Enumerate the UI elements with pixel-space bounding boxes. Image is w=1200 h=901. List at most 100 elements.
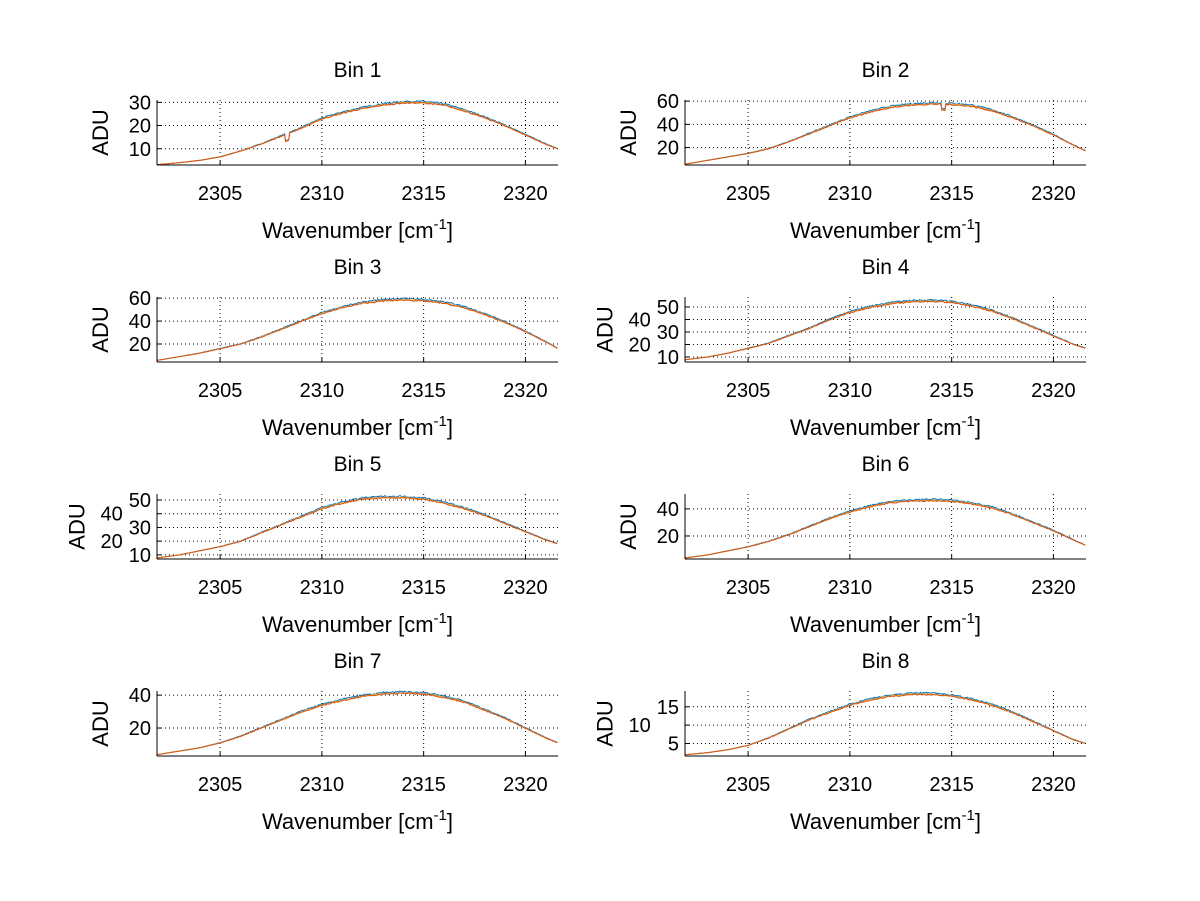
x-axis-label-superscript: -1 <box>962 413 975 430</box>
y-tick-label: 10 <box>629 715 651 737</box>
y-tick-label: 20 <box>657 526 679 548</box>
x-tick-label: 2320 <box>503 380 548 402</box>
subplot-bin-7: 2305 2310 2315 2320 20 40 Bin 7 ADU Wavenumber [… <box>88 650 558 834</box>
y-tick-label: 60 <box>129 288 151 310</box>
x-axis-label-end: ] <box>447 218 453 243</box>
y-tick-label: 30 <box>129 517 151 539</box>
y-tick-label: 10 <box>129 139 151 161</box>
y-axis-label: ADU <box>88 306 113 352</box>
x-axis-label-end: ] <box>975 218 981 243</box>
x-tick-label: 2315 <box>401 183 446 205</box>
data-line-series-3 <box>685 499 1086 559</box>
subplot-bin-6: 2305 2310 2315 2320 20 40 Bin 6 ADU Wavenumber [… <box>616 453 1086 637</box>
y-tick-label: 10 <box>129 545 151 567</box>
x-tick-label: 2320 <box>1031 774 1076 796</box>
subplot-title: Bin 7 <box>334 650 382 673</box>
subplot-title: Bin 6 <box>862 453 910 476</box>
x-axis-label-superscript: -1 <box>434 610 447 627</box>
y-tick-label: 20 <box>129 718 151 740</box>
x-tick-label: 2315 <box>401 380 446 402</box>
x-tick-label: 2310 <box>828 183 873 205</box>
subplot-title: Bin 3 <box>334 256 382 279</box>
y-tick-label: 40 <box>657 114 679 136</box>
x-axis-label: Wavenumber [cm-1] <box>790 413 981 440</box>
x-tick-label: 2320 <box>503 774 548 796</box>
x-tick-label: 2320 <box>503 577 548 599</box>
x-tick-label: 2310 <box>300 577 345 599</box>
x-axis-label-end: ] <box>975 809 981 834</box>
data-line-series-3 <box>157 496 558 559</box>
x-axis-label-superscript: -1 <box>434 216 447 233</box>
x-tick-label: 2305 <box>198 774 243 796</box>
data-line-series-3 <box>685 103 1086 165</box>
x-tick-label: 2320 <box>1031 183 1076 205</box>
x-axis-label: Wavenumber [cm-1] <box>790 610 981 637</box>
subplot-bin-4: 2305 2310 2315 2320 10 20 30 40 50 Bin 4 ADU Wavenu… <box>593 256 1086 440</box>
x-tick-label: 2315 <box>401 577 446 599</box>
subplot-title: Bin 2 <box>862 59 910 82</box>
y-axis-label: ADU <box>593 306 618 352</box>
x-tick-label: 2310 <box>300 380 345 402</box>
x-tick-label: 2310 <box>300 183 345 205</box>
y-tick-label: 40 <box>101 504 123 526</box>
x-axis-label-superscript: -1 <box>962 610 975 627</box>
y-axis-label: ADU <box>88 700 113 746</box>
data-line-series-1 <box>157 495 558 559</box>
y-axis-label: ADU <box>88 109 113 155</box>
y-tick-label: 30 <box>657 322 679 344</box>
x-tick-label: 2315 <box>929 380 974 402</box>
x-tick-label: 2320 <box>503 183 548 205</box>
data-line-series-2 <box>157 298 558 361</box>
data-line-series-2 <box>157 101 558 166</box>
x-axis-label-end: ] <box>975 612 981 637</box>
x-axis-label-superscript: -1 <box>962 807 975 824</box>
x-axis-label-end: ] <box>447 612 453 637</box>
y-tick-label: 40 <box>129 311 151 333</box>
x-tick-label: 2310 <box>828 380 873 402</box>
x-axis-label-text: Wavenumber [cm <box>262 218 434 243</box>
x-axis-label: Wavenumber [cm-1] <box>262 610 453 637</box>
data-line-series-3 <box>685 693 1086 756</box>
data-line-series-1 <box>157 297 558 361</box>
data-line-series-3 <box>157 101 558 166</box>
y-tick-label: 40 <box>129 685 151 707</box>
data-line-series-1 <box>157 690 558 756</box>
y-tick-label: 5 <box>668 734 679 756</box>
data-line-series-1 <box>685 101 1086 165</box>
x-tick-label: 2305 <box>726 577 771 599</box>
data-line-series-3 <box>157 692 558 756</box>
y-tick-label: 60 <box>657 91 679 113</box>
x-axis-label-text: Wavenumber [cm <box>262 612 434 637</box>
subplot-title: Bin 8 <box>862 650 910 673</box>
y-tick-label: 20 <box>129 334 151 356</box>
x-tick-label: 2310 <box>828 577 873 599</box>
x-tick-label: 2305 <box>198 577 243 599</box>
x-tick-label: 2315 <box>929 577 974 599</box>
x-tick-label: 2305 <box>198 183 243 205</box>
subplot-title: Bin 4 <box>862 256 910 279</box>
x-axis-label-text: Wavenumber [cm <box>262 809 434 834</box>
x-tick-label: 2315 <box>929 774 974 796</box>
data-line-series-2 <box>157 691 558 756</box>
data-line-series-1 <box>685 691 1086 756</box>
y-tick-label: 10 <box>657 347 679 369</box>
x-axis-label: Wavenumber [cm-1] <box>262 413 453 440</box>
subplot-title: Bin 5 <box>334 453 382 476</box>
y-axis-label: ADU <box>616 109 641 155</box>
subplot-bin-5: 2305 2310 2315 2320 10 20 30 40 50 Bin 5 ADU Wavenu… <box>65 453 558 637</box>
x-tick-label: 2320 <box>1031 577 1076 599</box>
y-tick-label: 40 <box>629 310 651 332</box>
y-axis-label: ADU <box>65 503 90 549</box>
y-tick-label: 20 <box>629 335 651 357</box>
data-line-series-2 <box>685 300 1086 361</box>
y-axis-label: ADU <box>616 503 641 549</box>
x-axis-label-text: Wavenumber [cm <box>262 415 434 440</box>
x-axis-label-end: ] <box>975 415 981 440</box>
x-tick-label: 2305 <box>726 183 771 205</box>
x-axis-label: Wavenumber [cm-1] <box>262 216 453 243</box>
x-axis-label: Wavenumber [cm-1] <box>790 216 981 243</box>
data-line-series-3 <box>685 300 1086 361</box>
y-tick-label: 20 <box>129 116 151 138</box>
